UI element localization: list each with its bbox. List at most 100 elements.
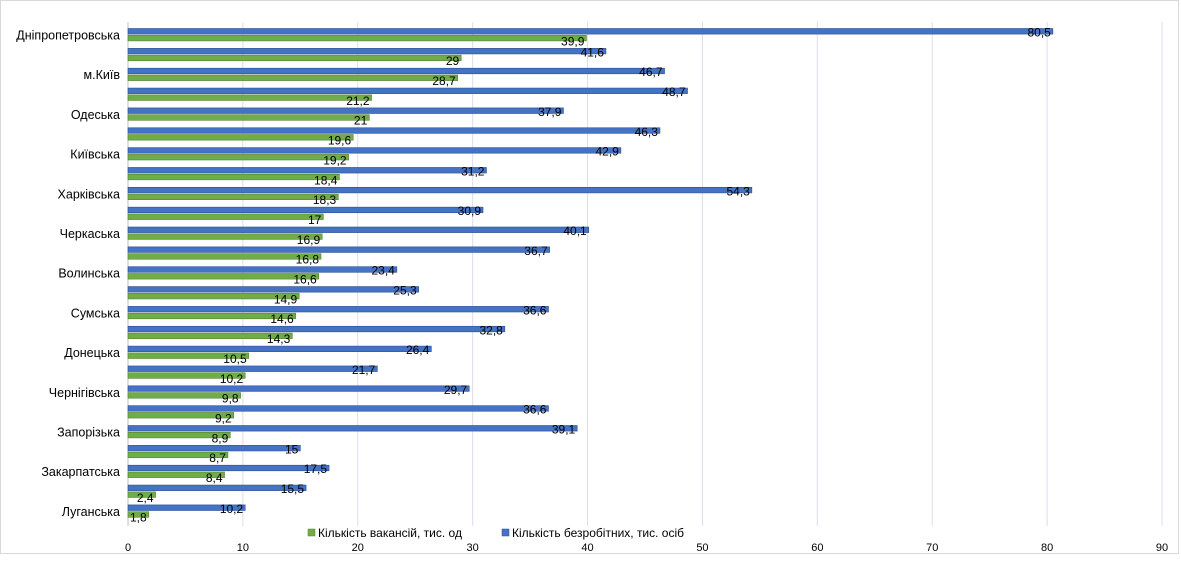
bar-unemployed xyxy=(127,67,665,75)
category-label: Волинська xyxy=(58,267,120,281)
bar-unemployed xyxy=(127,484,307,491)
bar-vacancies xyxy=(127,233,323,240)
bar-unemployed xyxy=(127,206,484,214)
bar-vacancies xyxy=(127,94,372,101)
data-label-unemployed: 17,5 xyxy=(304,462,328,476)
bar-unemployed xyxy=(127,127,661,134)
x-tick-label: 20 xyxy=(352,542,364,554)
data-label-unemployed: 29,7 xyxy=(444,383,468,397)
bar-vacancies xyxy=(127,431,231,439)
data-label-vacancies: 14,9 xyxy=(274,292,298,306)
data-label-unemployed: 21,7 xyxy=(352,363,376,377)
bar-unemployed xyxy=(127,286,419,293)
data-label-unemployed: 25,3 xyxy=(393,284,417,298)
x-tick-label: 80 xyxy=(1041,542,1053,554)
bar-vacancies xyxy=(127,491,156,498)
category-label: м.Київ xyxy=(84,68,121,82)
data-label-vacancies: 18,3 xyxy=(313,193,337,207)
bar-unemployed xyxy=(127,48,607,55)
x-tick-label: 10 xyxy=(237,542,249,554)
bar-vacancies xyxy=(127,74,459,81)
bar-unemployed xyxy=(127,345,432,353)
data-label-unemployed: 41,6 xyxy=(581,45,605,59)
data-label-unemployed: 23,4 xyxy=(371,264,395,278)
category-label: Київська xyxy=(70,148,120,162)
category-label: Черкаська xyxy=(60,227,120,241)
legend-label-unemployed: Кількість безробітних, тис. осіб xyxy=(512,526,684,540)
data-label-vacancies: 28,7 xyxy=(432,74,456,88)
x-tick-label: 40 xyxy=(581,542,593,554)
bar-vacancies xyxy=(127,114,370,121)
data-label-vacancies: 21 xyxy=(354,114,368,128)
bar-vacancies xyxy=(127,471,225,478)
bar-unemployed xyxy=(127,425,578,432)
bar-vacancies xyxy=(127,34,587,42)
category-label: Харківська xyxy=(58,187,120,201)
bar-unemployed xyxy=(127,226,590,233)
bar-vacancies xyxy=(127,193,339,201)
data-label-unemployed: 31,2 xyxy=(461,164,485,178)
bar-vacancies xyxy=(127,511,149,518)
data-label-vacancies: 9,8 xyxy=(222,392,239,406)
data-label-unemployed: 42,9 xyxy=(596,145,620,159)
data-label-vacancies: 16,8 xyxy=(296,253,320,267)
x-tick-label: 50 xyxy=(696,542,708,554)
bar-vacancies xyxy=(127,392,241,399)
x-tick-label: 90 xyxy=(1156,542,1168,554)
bar-unemployed xyxy=(127,504,246,511)
data-label-vacancies: 1,8 xyxy=(130,511,147,525)
data-label-unemployed: 26,4 xyxy=(406,343,430,357)
data-label-vacancies: 19,2 xyxy=(323,153,347,167)
x-tick-label: 0 xyxy=(125,542,131,554)
data-label-vacancies: 18,4 xyxy=(314,173,338,187)
data-label-vacancies: 19,6 xyxy=(328,134,352,148)
data-label-unemployed: 36,7 xyxy=(524,244,548,258)
bar-vacancies xyxy=(127,372,246,379)
data-label-unemployed: 15 xyxy=(285,442,299,456)
x-tick-label: 30 xyxy=(467,542,479,554)
data-label-vacancies: 8,4 xyxy=(206,471,223,485)
category-label: Луганська xyxy=(62,505,120,519)
bar-vacancies xyxy=(127,451,229,459)
category-label: Одеська xyxy=(71,108,120,122)
bar-vacancies xyxy=(127,332,293,339)
bar-unemployed xyxy=(127,107,564,114)
data-label-unemployed: 36,6 xyxy=(523,303,547,317)
bar-unemployed xyxy=(127,445,301,452)
bar-vacancies xyxy=(127,293,300,300)
data-label-vacancies: 14,6 xyxy=(270,312,294,326)
bar-unemployed xyxy=(127,405,549,412)
data-label-vacancies: 10,2 xyxy=(220,372,244,386)
bar-unemployed xyxy=(127,306,549,313)
bar-unemployed xyxy=(127,365,378,372)
data-label-unemployed: 39,1 xyxy=(552,423,576,437)
data-label-unemployed: 15,5 xyxy=(281,482,305,496)
data-label-unemployed: 36,6 xyxy=(523,403,547,417)
bar-vacancies xyxy=(127,134,354,141)
data-label-vacancies: 10,5 xyxy=(223,352,247,366)
data-label-vacancies: 2,4 xyxy=(137,491,154,505)
data-label-vacancies: 16,6 xyxy=(293,273,317,287)
data-label-vacancies: 8,7 xyxy=(209,451,226,465)
bar-unemployed xyxy=(127,246,550,253)
data-label-unemployed: 46,3 xyxy=(635,125,659,139)
data-label-unemployed: 30,9 xyxy=(458,204,482,218)
data-label-vacancies: 39,9 xyxy=(561,34,585,48)
bar-vacancies xyxy=(127,173,340,181)
data-label-unemployed: 32,8 xyxy=(479,323,503,337)
data-label-unemployed: 40,1 xyxy=(563,224,587,238)
data-label-vacancies: 16,9 xyxy=(297,233,321,247)
category-label: Дніпропетровська xyxy=(16,29,120,43)
bar-vacancies xyxy=(127,213,324,220)
data-label-unemployed: 46,7 xyxy=(639,65,663,79)
data-label-vacancies: 9,2 xyxy=(215,411,232,425)
bar-vacancies xyxy=(127,54,462,62)
data-label-vacancies: 14,3 xyxy=(267,332,291,346)
bar-unemployed xyxy=(127,87,688,94)
category-label: Донецька xyxy=(64,346,120,360)
data-label-unemployed: 37,9 xyxy=(538,105,562,119)
bar-vacancies xyxy=(127,154,349,161)
